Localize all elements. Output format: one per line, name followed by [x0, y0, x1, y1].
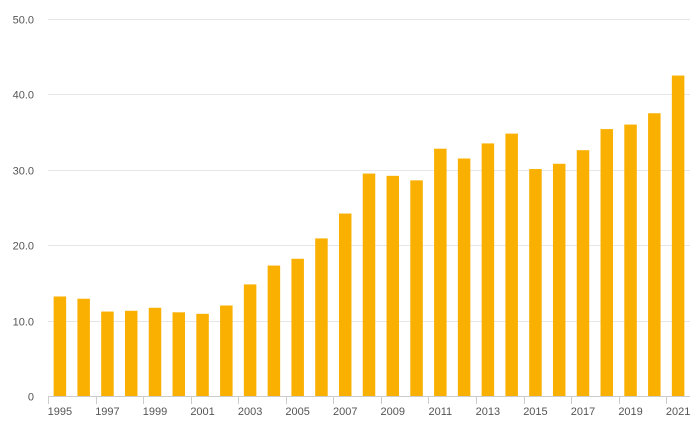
bar-2008	[362, 173, 376, 396]
bar-2017	[576, 150, 590, 396]
x-tick-label: 1997	[95, 406, 119, 418]
x-tick-label: 2007	[333, 406, 357, 418]
y-tick-label: 40.0	[13, 90, 34, 102]
bars	[53, 75, 685, 397]
x-axis-labels: 1995 1997 1999 2001 2003 2005 2007 2009 2011 2013…	[48, 406, 691, 418]
bar-2013	[481, 143, 495, 396]
bar-1998	[124, 310, 138, 396]
y-tick-label: 20.0	[13, 241, 34, 253]
bar-2001	[196, 313, 209, 396]
x-tick-label: 1995	[48, 406, 72, 418]
x-tick-label: 2021	[666, 406, 690, 418]
x-tick-label: 2001	[190, 406, 214, 418]
bar-2009	[386, 175, 400, 396]
bar-1996	[77, 298, 90, 396]
bar-2006	[315, 238, 328, 396]
bar-2000	[172, 312, 186, 396]
bar-2007	[338, 213, 352, 396]
x-tick-label: 2005	[285, 406, 309, 418]
bar-1995	[53, 296, 67, 396]
bar-2011	[434, 148, 447, 396]
x-tick-label: 2019	[618, 406, 642, 418]
bar-2014	[505, 133, 518, 397]
bar-2016	[552, 163, 566, 396]
x-tick-label: 2003	[238, 406, 262, 418]
y-axis-labels: 0 10.0 20.0 30.0 40.0 50.0	[13, 15, 34, 404]
y-tick-label: 30.0	[13, 166, 34, 178]
x-tick-label: 2011	[429, 406, 453, 418]
bar-2010	[410, 180, 423, 396]
bar-2004	[267, 265, 281, 396]
bar-2005	[291, 258, 304, 396]
bar-1999	[148, 307, 162, 396]
x-tick-label: 2015	[523, 406, 547, 418]
y-tick-label: 10.0	[13, 317, 34, 329]
x-axis	[48, 396, 690, 404]
bar-2002	[220, 305, 233, 396]
bar-2020	[648, 113, 661, 396]
bar-2019	[624, 124, 637, 396]
bar-2003	[243, 284, 257, 396]
bar-1997	[101, 311, 114, 396]
bar-2012	[457, 158, 471, 396]
bar-2021	[671, 75, 685, 397]
bar-2015	[529, 169, 542, 396]
y-tick-label: 0	[28, 392, 34, 404]
x-tick-label: 2017	[571, 406, 595, 418]
x-tick-label: 1999	[143, 406, 167, 418]
y-tick-label: 50.0	[13, 15, 34, 27]
x-tick-label: 2013	[476, 406, 500, 418]
x-tick-label: 2009	[381, 406, 405, 418]
bar-2018	[600, 129, 614, 396]
